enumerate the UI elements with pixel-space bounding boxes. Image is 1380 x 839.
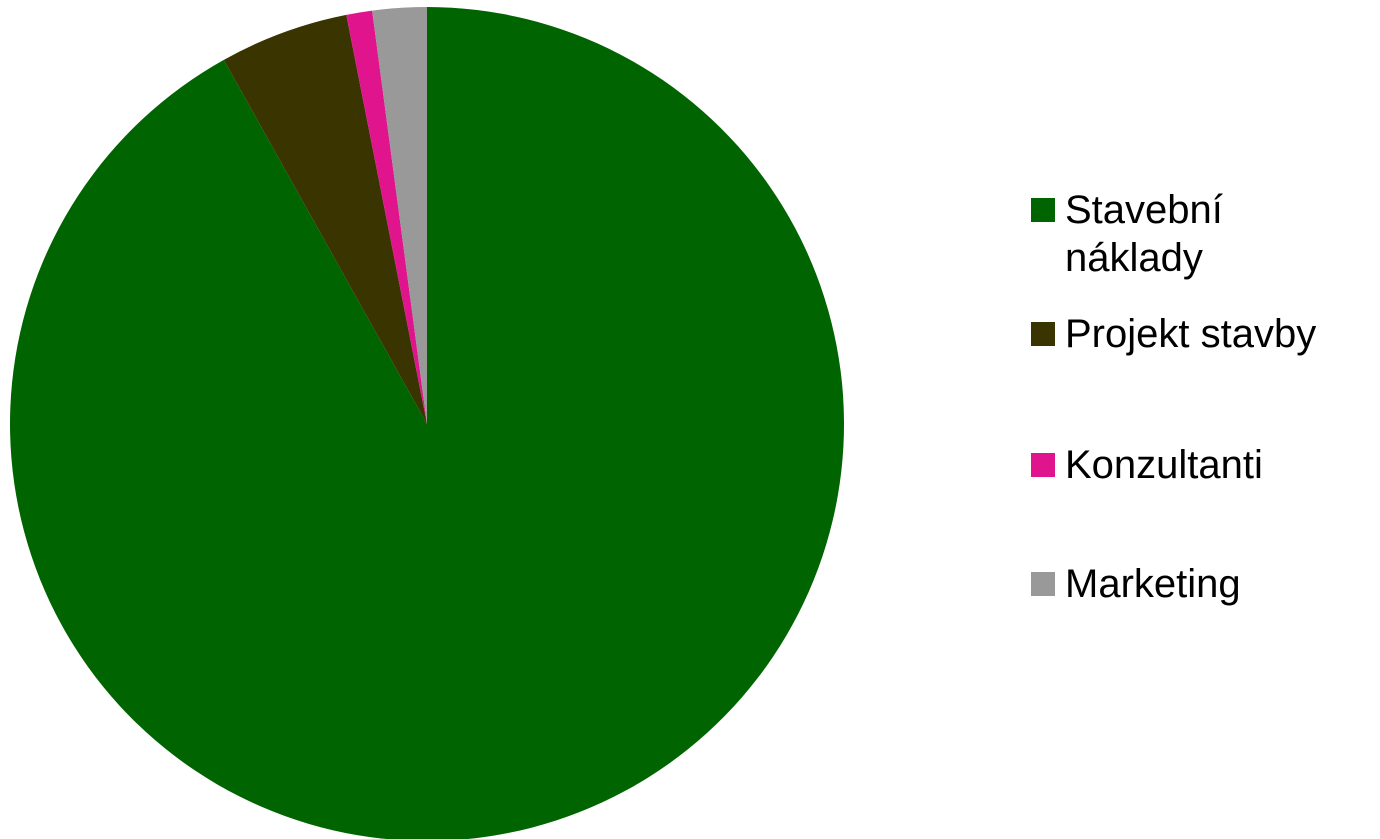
pie-chart (10, 6, 844, 839)
legend-swatch-marketing (1031, 572, 1055, 596)
legend-item-projekt-stavby: Projekt stavby (1031, 310, 1355, 358)
legend-item-marketing: Marketing (1031, 560, 1355, 608)
legend-swatch-projekt-stavby (1031, 322, 1055, 346)
pie-slice-projekt-stavby (223, 14, 427, 424)
pie-slice-marketing (372, 6, 427, 424)
pie-slice-konzultanti (346, 10, 427, 425)
legend-label-marketing: Marketing (1065, 562, 1241, 606)
legend-label-konzultanti: Konzultanti (1065, 443, 1263, 487)
pie-slice-stavebni-naklady (10, 7, 844, 839)
legend-label-projekt-stavby: Projekt stavby (1065, 312, 1317, 356)
legend-label-stavebni-naklady: Stavební náklady (1065, 188, 1223, 280)
legend-swatch-konzultanti (1031, 453, 1055, 477)
legend-item-stavebni-naklady: Stavební náklady (1031, 186, 1355, 282)
legend-swatch-stavebni-naklady (1031, 198, 1055, 222)
legend-item-konzultanti: Konzultanti (1031, 441, 1355, 489)
